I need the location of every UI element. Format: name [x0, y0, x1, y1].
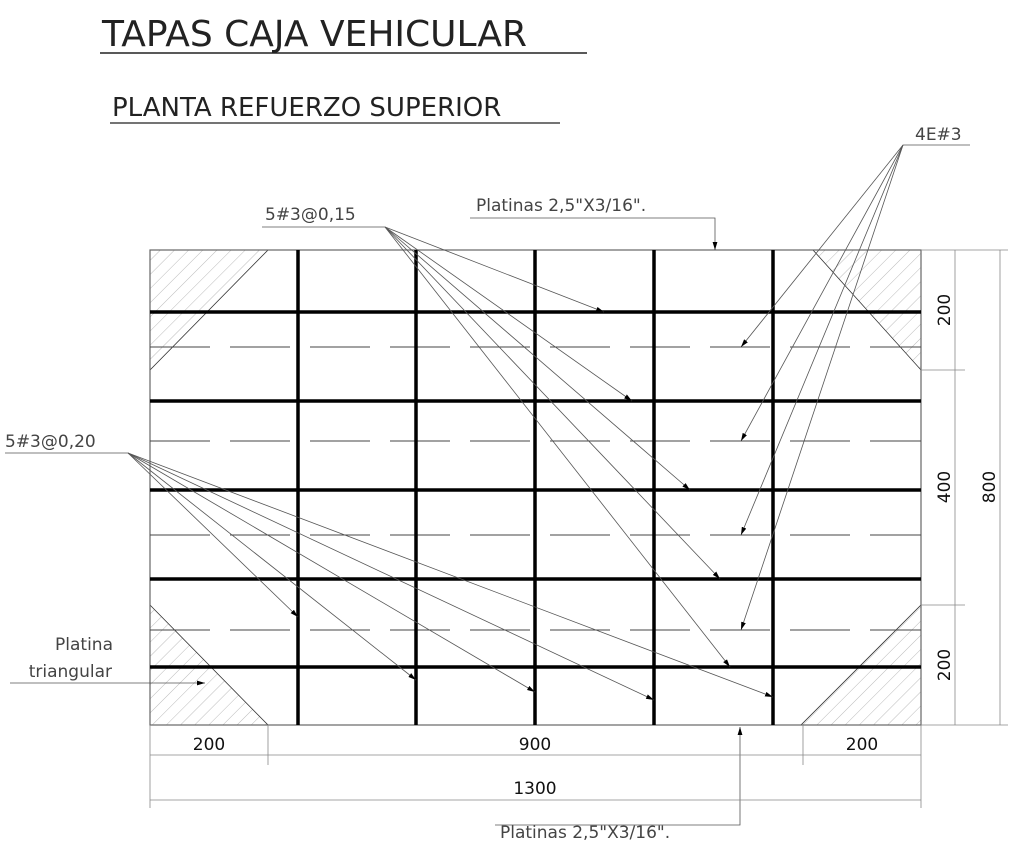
- label-platinas-top: Platinas 2,5"X3/16".: [476, 196, 646, 216]
- dim-right-bottom: 200: [935, 649, 955, 681]
- dim-total-width: 1300: [513, 779, 556, 799]
- leaders-bars-020: [5, 452, 774, 701]
- dim-total-height: 800: [980, 471, 1000, 503]
- rebar-grid: [150, 250, 921, 725]
- dim-bottom-middle: 900: [519, 735, 551, 755]
- drawing-subtitle: PLANTA REFUERZO SUPERIOR: [112, 93, 501, 123]
- label-platinas-bottom: Platinas 2,5"X3/16".: [500, 823, 670, 843]
- label-bars-020: 5#3@0,20: [5, 432, 96, 452]
- drawing-title: TAPAS CAJA VEHICULAR: [101, 14, 527, 55]
- label-platina-1: Platina: [55, 635, 113, 655]
- label-platina-2: triangular: [29, 662, 112, 682]
- bottom-dimensions: 200 900 200 1300: [149, 725, 922, 808]
- dim-bottom-left: 200: [193, 735, 225, 755]
- dim-bottom-right: 200: [846, 735, 878, 755]
- dim-right-top: 200: [935, 294, 955, 326]
- dim-right-middle: 400: [935, 471, 955, 503]
- triangular-plates: [149, 249, 922, 726]
- leaders-stirrups: [740, 144, 970, 631]
- right-dimensions: 200 400 200 800: [921, 249, 1008, 726]
- label-bars-015: 5#3@0,15: [265, 205, 356, 225]
- label-stirrups: 4E#3: [915, 125, 962, 145]
- leaders-bars-015: [262, 226, 731, 668]
